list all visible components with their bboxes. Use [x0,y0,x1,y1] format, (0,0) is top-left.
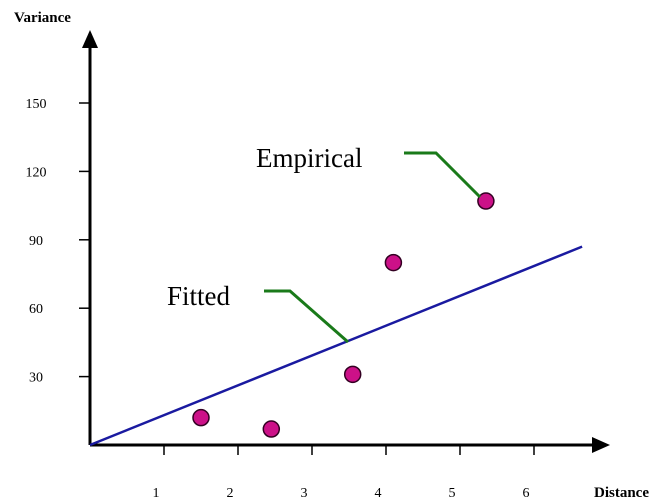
y-tick-label: 150 [26,97,47,112]
y-axis-arrowhead [82,30,98,48]
x-tick-label: 4 [375,486,382,501]
x-tick-label: 2 [227,486,234,501]
empirical-point [384,253,403,272]
x-tick-label: 1 [153,486,160,501]
y-tick-label: 60 [29,302,43,317]
empirical-point [343,365,362,384]
y-tick-label: 120 [26,165,47,180]
ticks-layer: 1 2 3 4 5 6 30 60 90 120 150 [26,97,535,501]
x-axis-title: Distance [594,485,649,501]
fitted-line [89,245,583,447]
y-tick-label: 30 [29,371,43,386]
x-tick-label: 6 [523,486,530,501]
empirical-point [192,408,210,427]
annotation-empirical-leader [404,151,482,199]
y-tick-label: 90 [29,234,43,249]
empirical-point [262,420,281,438]
x-axis-arrowhead [592,437,610,453]
y-axis-title: Variance [14,10,71,26]
x-tick-label: 5 [449,486,456,501]
annotation-fitted-label: Fitted [167,281,231,311]
annotation-empirical-label: Empirical [256,143,362,173]
series-layer [89,192,583,447]
annotation-fitted-leader [264,289,349,344]
x-tick-label: 3 [301,486,308,501]
empirical-point [477,192,495,210]
